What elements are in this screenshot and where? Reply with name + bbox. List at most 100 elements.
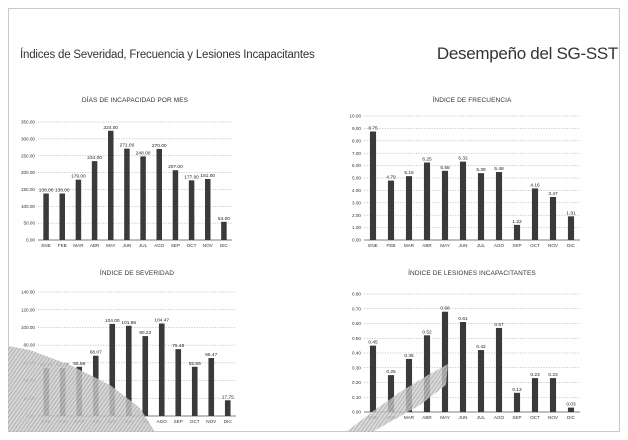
x-tick-label: SEP [174, 419, 183, 424]
data-label: 4.79 [386, 175, 396, 181]
y-tick-label: 100.00 [21, 325, 35, 330]
bar [531, 378, 539, 412]
bar [567, 216, 575, 240]
bar [158, 323, 165, 416]
x-tick-label: ABR [422, 243, 432, 248]
y-tick-label: 350.00 [21, 120, 35, 125]
y-tick-label: 0.50 [352, 336, 361, 341]
bar [125, 325, 132, 416]
y-tick-label: 0.10 [352, 395, 361, 400]
x-tick-label: JUL [477, 415, 486, 420]
data-label: 5.48 [494, 166, 504, 172]
data-label: 5.39 [476, 167, 486, 173]
x-tick-label: NOV [206, 419, 217, 424]
bar [205, 178, 211, 240]
bar [459, 161, 467, 240]
bar [567, 407, 575, 412]
x-tick-label: NOV [203, 243, 214, 248]
x-tick-label: MAR [73, 243, 84, 248]
data-label: 179.00 [71, 174, 86, 180]
x-tick-label: MAY [440, 415, 450, 420]
bar [459, 322, 467, 412]
bar [224, 400, 231, 416]
y-tick-label: 120.00 [21, 307, 35, 312]
y-tick-label: 8.00 [352, 138, 361, 143]
x-tick-label: DIC [220, 243, 229, 248]
y-tick-label: 1.00 [352, 225, 361, 230]
chart-title: ÍNDICE DE LESIONES INCAPACITANTES [408, 268, 536, 277]
data-label: 138.00 [55, 187, 70, 193]
bar [387, 375, 395, 412]
x-tick-label: JUL [139, 243, 148, 248]
chart-indice-lesiones: ÍNDICE DE LESIONES INCAPACITANTES 0.00 0.1… [352, 268, 580, 420]
y-tick-label: 300.00 [21, 136, 35, 141]
x-tick-label: DIC [224, 419, 233, 424]
data-label: 3.47 [548, 191, 558, 197]
x-tick-label: OCT [530, 415, 540, 420]
data-label: 0.45 [368, 340, 378, 346]
data-label: 104.47 [154, 317, 169, 323]
bar [369, 131, 377, 240]
bar [495, 172, 503, 240]
y-tick-label: 0.30 [352, 365, 361, 370]
x-tick-label: SEP [171, 243, 180, 248]
x-tick-label: AGO [157, 419, 168, 424]
slide-frame [8, 8, 620, 432]
data-label: 0.57 [494, 322, 504, 328]
data-label: 234.00 [87, 155, 102, 161]
bar [175, 349, 182, 416]
x-tick-label: ABR [422, 415, 432, 420]
x-tick-label: MAY [106, 243, 116, 248]
scan-shadow-left [8, 346, 155, 432]
x-tick-label: OCT [530, 243, 540, 248]
data-label: 90.22 [139, 330, 151, 336]
data-label: 101.86 [121, 320, 136, 326]
bar [495, 327, 503, 412]
data-label: 248.00 [136, 150, 151, 156]
data-label: 104.00 [105, 318, 120, 324]
x-tick-label: SEP [512, 243, 521, 248]
x-tick-label: FEB [58, 243, 67, 248]
x-tick-label: OCT [187, 243, 197, 248]
y-tick-label: 0.60 [352, 321, 361, 326]
x-tick-label: OCT [190, 419, 200, 424]
x-tick-label: SEP [512, 415, 521, 420]
y-tick-label: 200.00 [21, 170, 35, 175]
y-tick-label: 0.00 [352, 410, 361, 415]
y-tick-label: 250.00 [21, 153, 35, 158]
bar [75, 179, 82, 240]
data-label: 55.56 [73, 361, 85, 367]
data-label: 6.32 [458, 156, 468, 162]
x-tick-label: NOV [548, 415, 559, 420]
bar [156, 148, 162, 240]
y-tick-label: 10.00 [350, 114, 362, 119]
x-tick-label: JUN [459, 415, 468, 420]
y-tick-label: 0.20 [352, 380, 361, 385]
y-tick-label: 0.00 [26, 238, 35, 243]
x-tick-label: AGO [494, 243, 505, 248]
data-label: 1.91 [566, 210, 576, 216]
x-tick-label: JUL [477, 243, 486, 248]
x-tick-label: ENE [368, 243, 377, 248]
chart-dias-incapacidad: DÍAS DE INCAPACIDAD POR MES 0.00 50.00 100.… [21, 95, 232, 248]
data-label: 0.13 [512, 387, 522, 393]
y-tick-label: 0.80 [352, 292, 361, 297]
y-tick-label: 2.00 [352, 213, 361, 218]
bar [387, 180, 395, 240]
bar [109, 323, 116, 416]
bar [124, 148, 130, 240]
x-tick-label: ABR [90, 243, 100, 248]
x-tick-label: MAY [440, 243, 450, 248]
x-tick-label: JUN [459, 243, 468, 248]
bar [142, 336, 149, 416]
bar [477, 350, 485, 412]
chart-title: DÍAS DE INCAPACIDAD POR MES [82, 95, 189, 104]
bar [423, 162, 431, 240]
y-tick-label: 7.00 [352, 151, 361, 156]
y-tick-label: 80.00 [24, 343, 36, 348]
data-label: 138.00 [39, 187, 54, 193]
bar [441, 170, 449, 240]
data-label: 5.15 [404, 170, 414, 176]
